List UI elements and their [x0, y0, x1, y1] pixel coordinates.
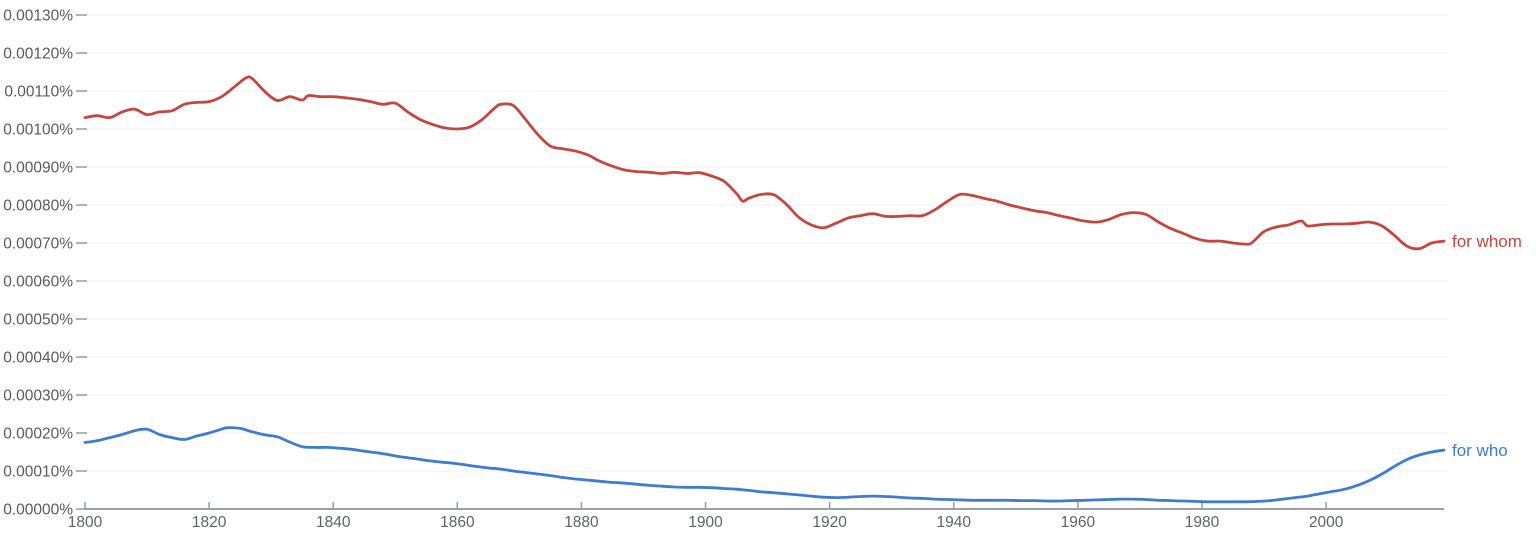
x-tick-label: 1840	[316, 514, 351, 531]
y-tick-label: 0.00050%	[3, 312, 73, 329]
x-tick-label: 1820	[192, 514, 227, 531]
x-tick-label: 1900	[688, 514, 723, 531]
y-tick-label: 0.00130%	[3, 8, 73, 25]
y-tick-label: 0.00120%	[3, 46, 73, 63]
y-tick-label: 0.00100%	[3, 122, 73, 139]
x-tick-label: 1880	[564, 514, 599, 531]
series-line-for-who[interactable]	[83, 426, 1446, 504]
y-tick-label: 0.00080%	[3, 198, 73, 215]
y-tick-label: 0.00040%	[3, 350, 73, 367]
series-label-for-whom[interactable]: for whom	[1452, 232, 1522, 251]
y-tick-label: 0.00060%	[3, 274, 73, 291]
x-tick-label: 1800	[68, 514, 103, 531]
y-tick-label: 0.00020%	[3, 426, 73, 443]
x-tick-label: 1980	[1185, 514, 1220, 531]
x-tick-label: 1960	[1061, 514, 1096, 531]
y-tick-label: 0.00000%	[3, 502, 73, 519]
x-tick-label: 2000	[1309, 514, 1344, 531]
y-tick-label: 0.00010%	[3, 464, 73, 481]
x-tick-label: 1860	[440, 514, 475, 531]
y-tick-label: 0.00110%	[4, 84, 73, 101]
y-tick-label: 0.00090%	[3, 160, 73, 177]
y-tick-label: 0.00070%	[3, 236, 73, 253]
series-label-for-who[interactable]: for who	[1452, 441, 1508, 460]
y-tick-label: 0.00030%	[3, 388, 73, 405]
x-tick-label: 1920	[812, 514, 847, 531]
x-tick-label: 1940	[937, 514, 972, 531]
series-line-for-whom[interactable]	[83, 75, 1446, 251]
